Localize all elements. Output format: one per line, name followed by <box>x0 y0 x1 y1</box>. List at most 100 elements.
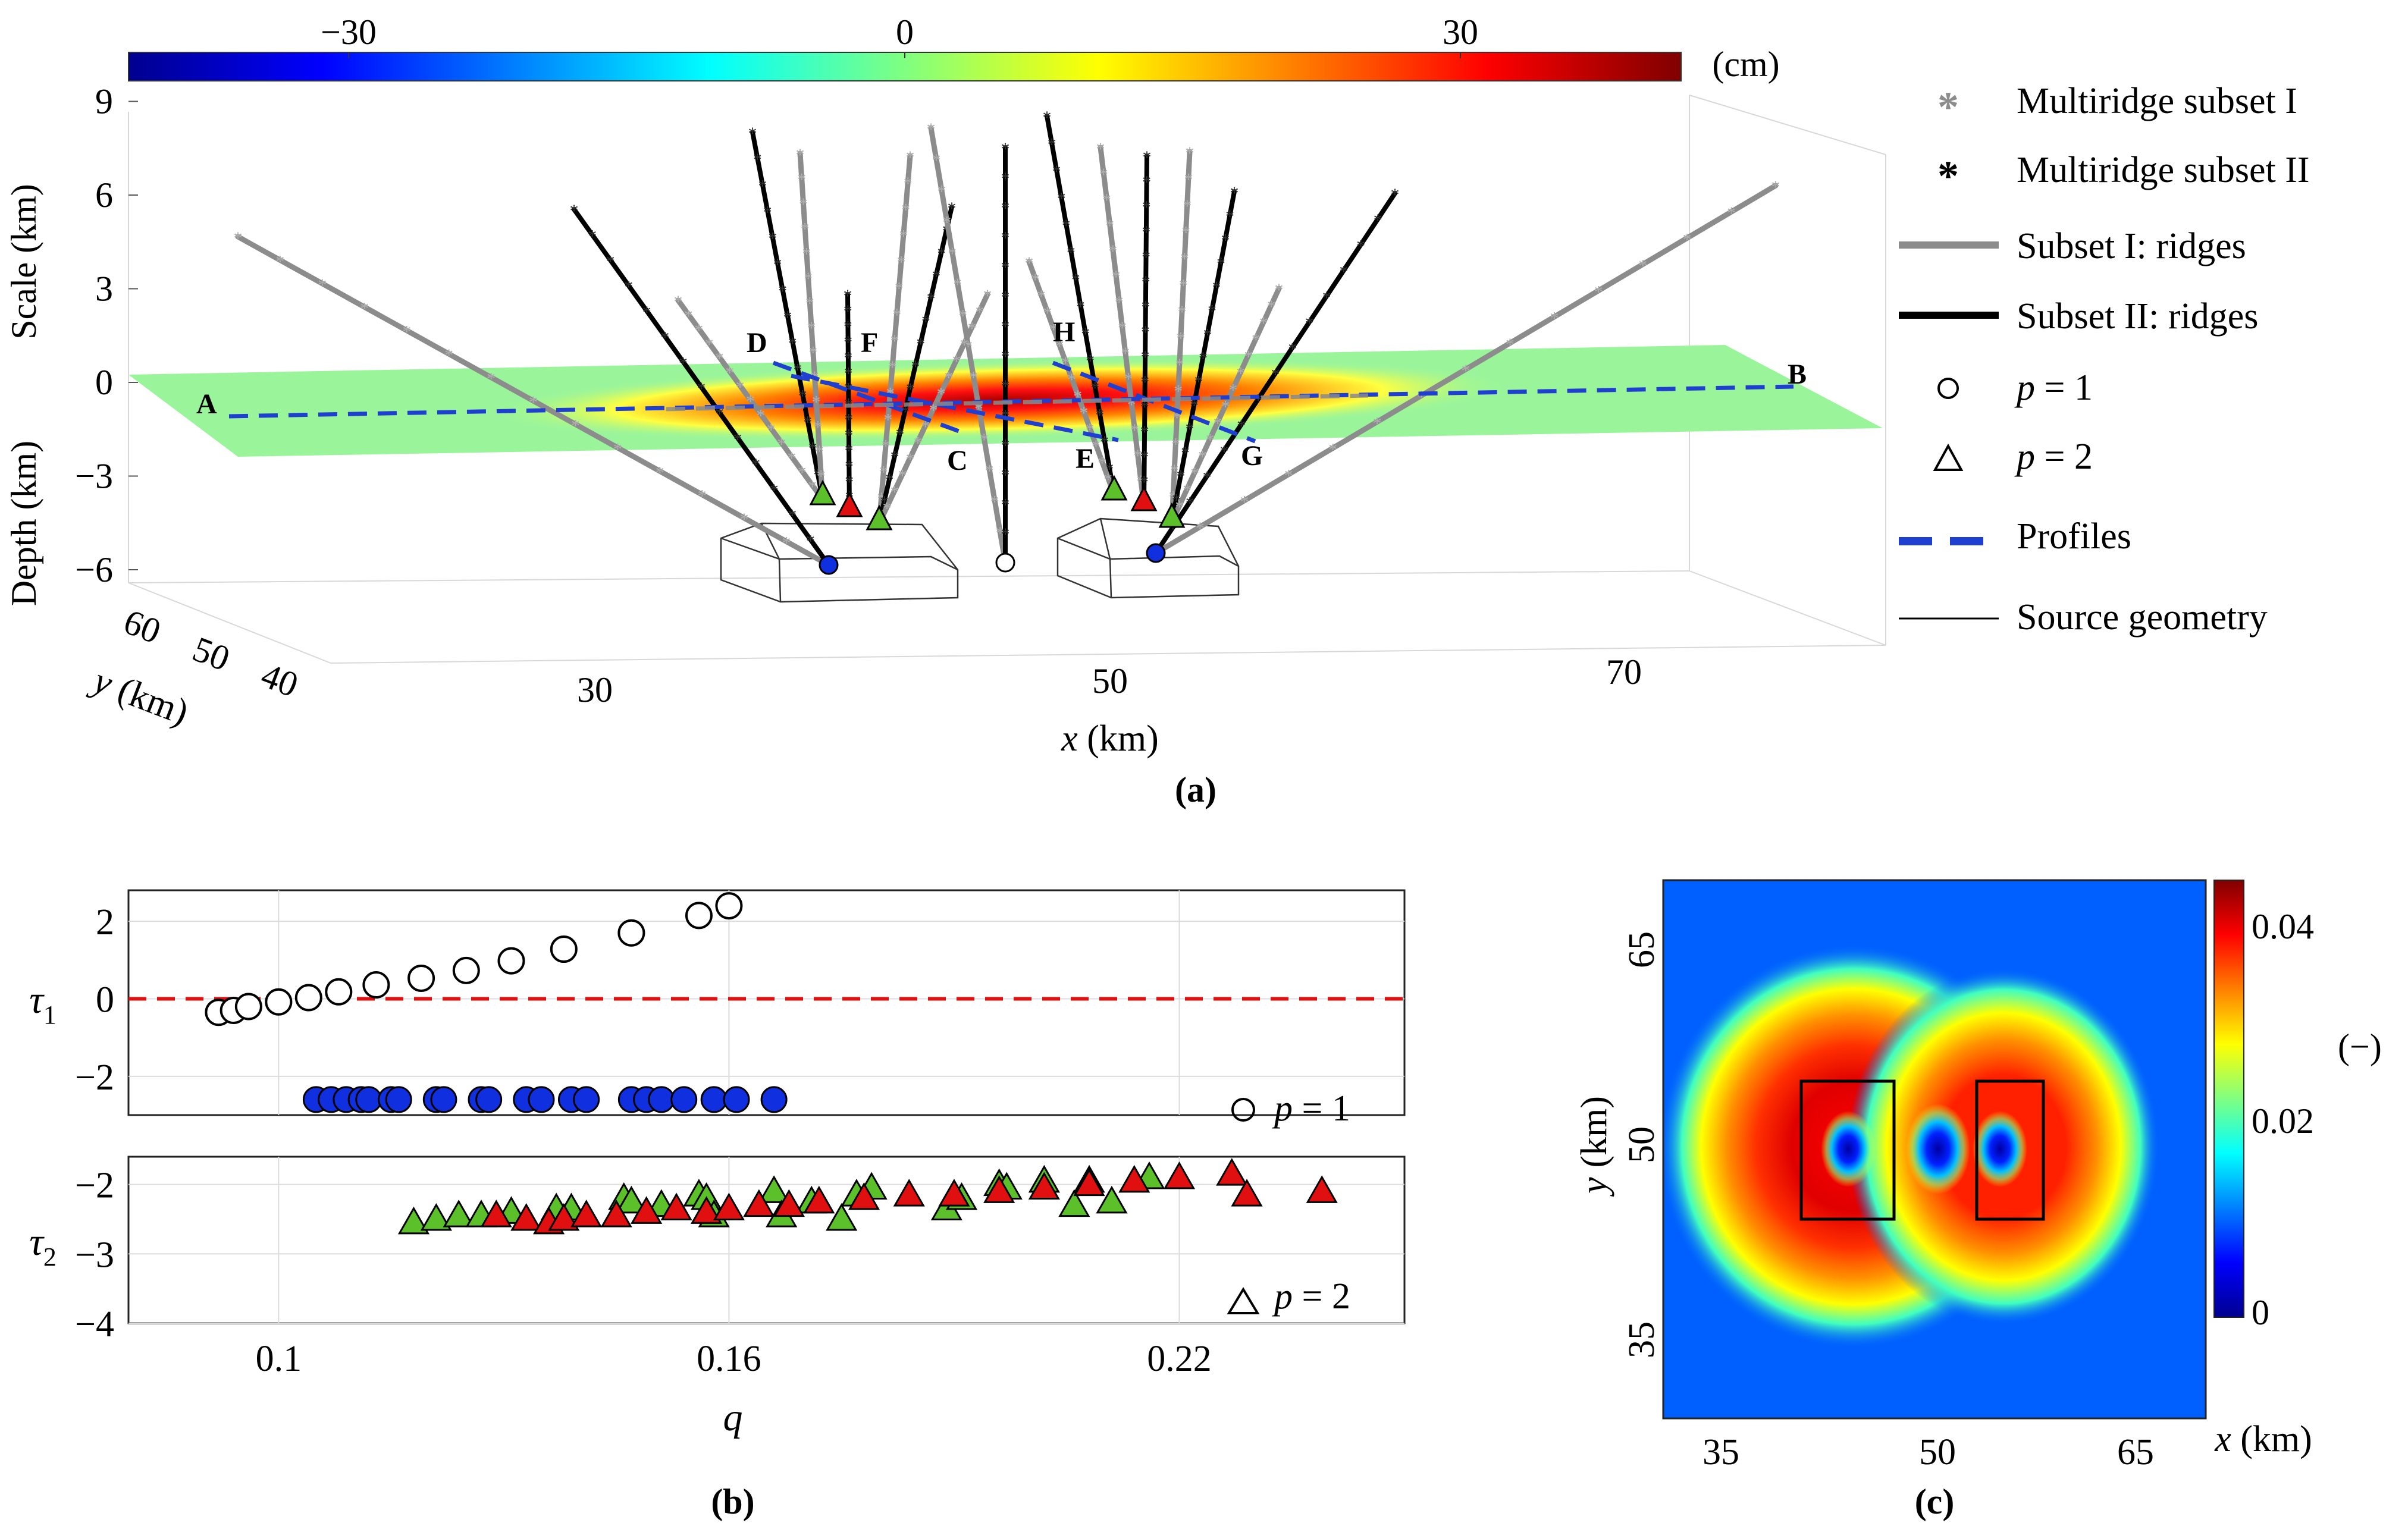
qtau-open-circle <box>265 988 293 1016</box>
multiridge-subset1-point: * <box>808 343 817 363</box>
multiridge-subset1-point: * <box>1170 461 1179 481</box>
colorbar-a-ticklabel: −30 <box>321 12 377 52</box>
tau2-green-triangle <box>826 1203 858 1231</box>
multiridge-subset1-point: * <box>882 437 891 456</box>
multiridge-subset1-point: * <box>656 463 664 482</box>
profile-label-g: G <box>1241 440 1263 472</box>
tau2-red-triangle <box>631 1196 663 1224</box>
axis-a-z-ticklabel: 6 <box>95 175 113 215</box>
multiridge-subset1-point: * <box>1115 293 1124 312</box>
multiridge-subset2-point: * <box>1001 199 1010 218</box>
multiridge-subset2-point: * <box>1186 419 1194 439</box>
legend-item-label: p = 1 <box>2014 368 2093 408</box>
tau2-green-triangle <box>1058 1189 1090 1217</box>
tau2-green-triangle <box>758 1175 790 1203</box>
multiridge-subset1-point: * <box>674 292 683 312</box>
tau2-green-triangle <box>420 1203 452 1231</box>
colorbar-c-ticklabel: 0 <box>2252 1293 2269 1332</box>
multiridge-subset1-point: * <box>1121 344 1130 363</box>
marker-green-triangle <box>809 479 836 506</box>
multiridge-subset2-point: * <box>798 386 807 406</box>
q-blue-circle <box>723 1086 750 1113</box>
multiridge-subset1-point: * <box>1049 320 1058 340</box>
multiridge-subset1-point: * <box>904 174 913 193</box>
multiridge-subset2-point: * <box>1190 395 1199 415</box>
multiridge-subset2-point: * <box>844 317 852 337</box>
multiridge-subset2-point: * <box>1001 317 1010 337</box>
tau2-green-triangle <box>1096 1185 1128 1214</box>
multiridge-subset2-point: * <box>768 229 777 249</box>
q-blue-circle <box>700 1086 728 1113</box>
axis-b2-y-ticklabel: −3 <box>75 1235 114 1275</box>
multiridge-subset1-point: * <box>1771 177 1780 197</box>
multiridge-subset2-point: * <box>1142 247 1150 267</box>
axis-a-back-bottom <box>1689 570 1886 646</box>
multiridge-subset2-point: * <box>1001 287 1010 307</box>
tau2-red-triangle <box>848 1182 880 1210</box>
source-markers <box>809 475 1186 575</box>
multiridge-subset1-point: * <box>1133 446 1142 466</box>
axis-a-x-ticklabel: 50 <box>1092 661 1128 701</box>
multiridge-subset1-point: * <box>1118 318 1127 338</box>
multiridge-subset2-point: * <box>1001 228 1010 248</box>
multiridge-subset2-point: * <box>1221 230 1230 250</box>
axis-a-y-label-unit: (km) <box>112 670 194 733</box>
profile-label-b: B <box>1788 359 1807 390</box>
multiridge-subset2-point: * <box>844 426 853 445</box>
axis-a-top-right <box>1689 95 1886 155</box>
tau2-red-triangle <box>690 1196 723 1224</box>
multiridge-subset2-point: * <box>921 312 930 331</box>
legend-b1-circle-icon <box>1231 1098 1255 1122</box>
axis-c-x-ticklabel: 50 <box>1919 1432 1956 1473</box>
multiridge-subset2-point: * <box>1140 447 1149 467</box>
marker-blue-circle-right <box>1146 543 1166 563</box>
ridges: * * * * * * * * * * * * * * * * * * * * * * * * * * * * * * * * * * * * * * * *… <box>234 108 1780 576</box>
multiridge-subset1-point: * <box>953 275 962 294</box>
qtau-open-circle <box>550 935 578 963</box>
multiridge-subset1-point: * <box>1236 363 1245 383</box>
multiridge-subset1-point: * <box>1638 256 1647 275</box>
axis-a-scale-label: Scale (km) <box>4 184 43 340</box>
multiridge-subset1-point: * <box>360 299 369 318</box>
multiridge-subset1-point: * <box>891 331 899 351</box>
multiridge-subset2-point: * <box>1081 324 1090 344</box>
tau2-red-triangle <box>1163 1161 1196 1189</box>
multiridge-subset2-point: * <box>1203 467 1212 487</box>
multiridge-subset2-point: * <box>1194 372 1203 392</box>
multiridge-subset1-point: * <box>960 335 969 355</box>
colorbar-c-ticklabel: 0.02 <box>2252 1101 2314 1141</box>
axis-c-ylabel-var: y <box>1574 1177 1614 1197</box>
multiridge-subset1-point: * <box>1244 347 1253 366</box>
multiridge-subset1-point: * <box>898 466 907 486</box>
multiridge-subset2-point: * <box>778 281 787 301</box>
axis-b1-ylabel-sub: 1 <box>43 1000 57 1029</box>
multiridge-subset2-point: * <box>773 255 782 275</box>
multiridge-subset1-point: * <box>1550 309 1559 328</box>
ridge-subset1 <box>1169 149 1193 525</box>
axis-a-y-label: y(km) <box>85 659 194 733</box>
multiridge-subset2-point: * <box>1001 139 1010 159</box>
multiridge-subset1-point: * <box>275 252 284 271</box>
axes-b-xticks: 0.1 0.16 0.22 <box>256 1339 1212 1379</box>
tau2-red-triangle <box>548 1203 580 1231</box>
multiridge-subset2-point: * <box>1140 397 1149 417</box>
heatmap-minimum-left <box>1821 1111 1876 1187</box>
ridge-subset1 <box>1098 145 1147 508</box>
source-box-left <box>720 522 959 603</box>
multiridge-subset1-point: * <box>799 194 808 214</box>
multiridge-subset1-point: * <box>1228 380 1237 400</box>
multiridge-subset2-point: * <box>891 447 899 467</box>
multiridge-subset2-point: * <box>697 379 706 398</box>
multiridge-subset1-point: * <box>1092 437 1100 456</box>
tau2-red-triangle <box>1306 1175 1338 1203</box>
multiridge-subset1-point: * <box>1198 447 1207 467</box>
multiridge-subset1-point: * <box>1275 280 1284 300</box>
multiridge-subset2-point: * <box>1001 169 1010 189</box>
multiridge-subset2-point: * <box>895 425 904 444</box>
multiridge-subset1-point: * <box>983 286 992 306</box>
multiridge-subset2-point: * <box>911 357 920 376</box>
axis-b2-ylabel-sub: 2 <box>43 1242 57 1271</box>
multiridge-subset2-point: * <box>1143 147 1152 167</box>
multiridge-subset1-point: * <box>1259 313 1268 333</box>
